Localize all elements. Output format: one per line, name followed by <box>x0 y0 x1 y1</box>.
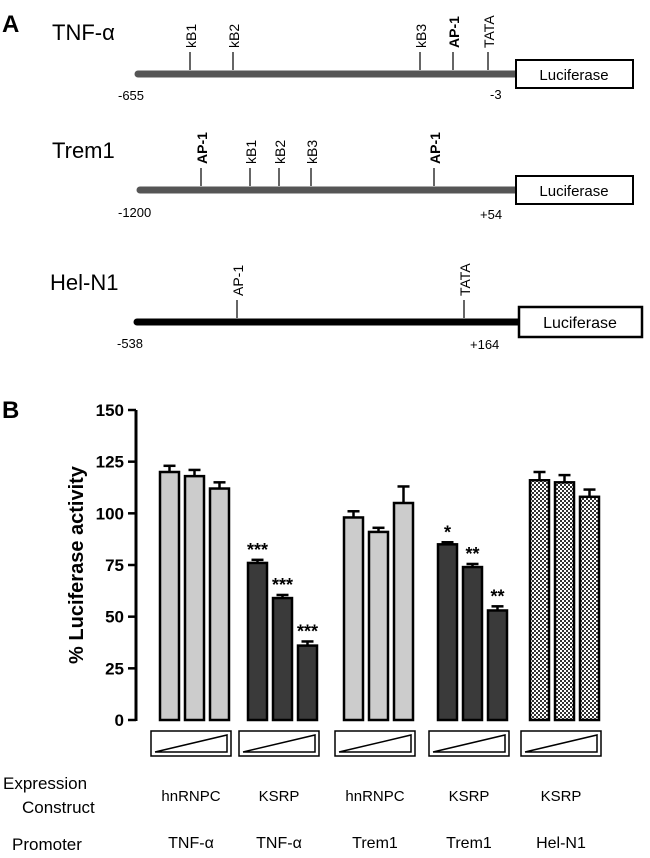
site-label: kB2 <box>226 24 242 48</box>
site-marker: kB3 <box>304 140 320 186</box>
site-marker: AP-1 <box>427 132 443 186</box>
bar <box>486 609 509 722</box>
site-label: kB2 <box>272 140 288 164</box>
site-marker: AP-1 <box>230 265 246 318</box>
site-marker: kB2 <box>226 24 242 70</box>
y-axis-label: % Luciferase activity <box>66 465 88 664</box>
promoter-label: Trem1 <box>352 835 398 852</box>
bar <box>578 495 601 722</box>
significance-label: ** <box>465 544 479 564</box>
start-coordinate: -1200 <box>118 205 151 220</box>
reporter-label: Luciferase <box>543 315 617 332</box>
panel-a-label: A <box>2 11 19 38</box>
reporter-box <box>517 305 644 339</box>
bar <box>296 644 319 722</box>
site-label: kB3 <box>304 140 320 164</box>
site-marker: AP-1 <box>194 132 210 186</box>
construct-tnf: TNF-α Luciferase -655 -3 kB1 kB2 kB3 AP-… <box>52 15 634 103</box>
bar-chart: 0255075100125150hnRNPCTNF-α*********KSRP… <box>96 401 602 852</box>
y-tick-label: 150 <box>96 401 124 420</box>
construct-name: TNF-α <box>52 20 115 45</box>
y-tick-label: 0 <box>115 711 124 730</box>
expression-label-line1: Expression <box>3 774 87 793</box>
expression-construct-label: hnRNPC <box>345 788 404 805</box>
expression-construct-label: KSRP <box>541 788 582 805</box>
site-marker: kB2 <box>272 140 288 186</box>
site-label: kB1 <box>243 140 259 164</box>
site-label: AP-1 <box>446 16 462 48</box>
significance-label: *** <box>297 621 318 641</box>
site-marker: kB1 <box>183 24 199 70</box>
end-coordinate: -3 <box>490 87 502 102</box>
y-tick-label: 25 <box>105 659 124 678</box>
site-label: AP-1 <box>194 132 210 164</box>
dose-wedge <box>338 734 412 753</box>
expression-construct-label: KSRP <box>449 788 490 805</box>
bar <box>392 501 415 722</box>
dose-wedge <box>154 734 228 753</box>
construct-heln1: Hel-N1 Luciferase -538 +164 AP-1 TATA <box>50 263 644 352</box>
end-coordinate: +164 <box>470 337 499 352</box>
site-marker: TATA <box>481 15 497 70</box>
bar <box>208 487 231 722</box>
promoter-row-label: Promoter <box>12 835 82 853</box>
promoter-label: TNF-α <box>168 835 214 852</box>
y-tick-label: 125 <box>96 453 124 472</box>
site-marker: AP-1 <box>446 16 462 70</box>
dose-wedge <box>432 734 506 753</box>
significance-label: * <box>444 522 451 542</box>
expression-construct-label: KSRP <box>259 788 300 805</box>
significance-label: *** <box>272 575 293 595</box>
bar <box>367 530 390 722</box>
site-label: AP-1 <box>230 265 246 296</box>
bar <box>553 481 576 722</box>
site-marker: kB3 <box>413 24 429 70</box>
site-marker: kB1 <box>243 140 259 186</box>
bar <box>183 474 206 722</box>
bar <box>436 543 459 722</box>
bar <box>158 470 181 722</box>
bar <box>528 479 551 722</box>
reporter-box <box>515 59 634 89</box>
end-coordinate: +54 <box>480 207 502 222</box>
site-label: TATA <box>481 15 497 48</box>
start-coordinate: -538 <box>117 336 143 351</box>
reporter-box <box>515 175 634 205</box>
site-label: TATA <box>457 263 473 296</box>
bar <box>342 516 365 722</box>
bar <box>246 561 269 722</box>
panel-b-label: B <box>2 397 19 424</box>
bar <box>271 596 294 722</box>
site-label: kB1 <box>183 24 199 48</box>
y-tick-label: 100 <box>96 504 124 523</box>
promoter-label: TNF-α <box>256 835 302 852</box>
y-tick-label: 50 <box>105 608 124 627</box>
promoter-label: Trem1 <box>446 835 492 852</box>
dose-wedge <box>242 734 316 753</box>
expression-construct-label: hnRNPC <box>161 788 220 805</box>
start-coordinate: -655 <box>118 88 144 103</box>
reporter-label: Luciferase <box>539 183 608 200</box>
construct-trem1: Trem1 Luciferase -1200 +54 AP-1 kB1 kB2 … <box>52 132 634 222</box>
site-marker: TATA <box>457 263 473 318</box>
significance-label: ** <box>490 586 504 606</box>
site-label: kB3 <box>413 24 429 48</box>
site-label: AP-1 <box>427 132 443 164</box>
promoter-label: Hel-N1 <box>536 835 586 852</box>
significance-label: *** <box>247 540 268 560</box>
construct-name: Hel-N1 <box>50 270 118 295</box>
reporter-label: Luciferase <box>539 67 608 84</box>
construct-name: Trem1 <box>52 138 115 163</box>
expression-label-line2: Construct <box>22 798 95 817</box>
bar <box>461 565 484 722</box>
dose-wedge <box>524 734 598 753</box>
y-tick-label: 75 <box>105 556 124 575</box>
expression-construct-row-label: Expression Construct <box>3 774 95 817</box>
